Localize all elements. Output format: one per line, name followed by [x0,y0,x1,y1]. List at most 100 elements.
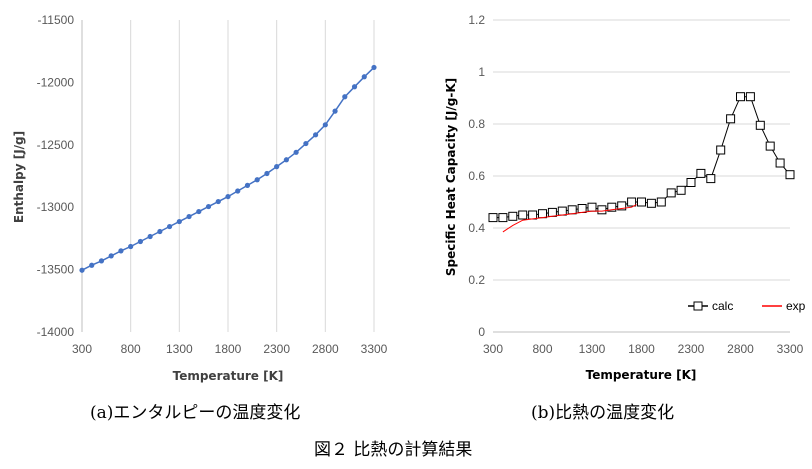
data-point [98,258,105,264]
calc-data-point [676,185,686,195]
data-point [128,243,134,250]
y-tick-label: -14000 [37,325,75,339]
data-point [264,170,270,177]
y-tick-label: 0.4 [468,221,485,235]
y-tick-label: -13500 [37,263,75,277]
calc-data-point [666,188,676,198]
legend: calc exp [688,299,806,313]
data-point [332,108,338,114]
x-tick-label: 1300 [166,342,193,356]
calc-data-point [785,170,795,180]
calc-data-point [538,209,547,219]
data-point [283,157,289,163]
data-point [118,248,124,254]
data-point [351,84,358,90]
enthalpy-y-axis-label: Enthalpy [J/g] [12,131,26,223]
y-tick-label: -12000 [37,75,75,89]
legend-marker-calc [693,301,703,311]
legend-label-calc: calc [712,299,733,313]
data-point [205,203,212,210]
calc-data-point [775,158,785,168]
x-tick-label: 1800 [628,342,655,356]
data-point [361,74,367,80]
figure-canvas: Enthalpy [J/g] Temperature [K] 300 800 130… [12,13,806,383]
data-point [167,223,173,230]
calc-data-point [646,198,656,208]
y-tick-label: -13000 [37,200,75,214]
calc-data-point [686,178,696,187]
y-tick-label: 1.2 [468,13,485,27]
data-point [147,233,153,240]
data-point [186,213,192,220]
figure-caption: 図２ 比熱の計算結果 [314,440,473,460]
calc-data-point [607,202,617,212]
data-point [79,267,85,273]
y-tick-label: 1 [478,65,485,79]
data-point [274,164,280,170]
calc-data-point [706,174,716,184]
calc-data-point [726,114,736,124]
data-point [108,253,114,259]
calc-data-point [498,213,508,223]
calc-data-point [637,197,646,207]
data-point [215,198,221,205]
data-point [244,182,251,188]
calc-data-point [627,197,637,207]
data-point [254,177,260,183]
x-tick-label: 2800 [312,342,339,356]
x-tick-label: 1800 [215,342,242,356]
data-point [303,140,309,147]
data-point [293,149,299,155]
y-tick-label: 0.6 [468,169,485,183]
calc-data-point [765,141,775,151]
data-point [157,228,163,235]
exp-series-line [502,204,637,233]
data-point [196,208,202,215]
legend-label-exp: exp [786,299,806,313]
data-point [342,94,348,100]
calc-data-point [567,205,577,215]
calc-data-point [557,206,567,216]
calc-data-point [518,210,528,220]
x-tick-label: 300 [483,342,503,356]
x-tick-label: 2800 [727,342,754,356]
calc-data-point [696,168,706,178]
x-tick-label: 3300 [361,342,388,356]
calc-data-point [656,197,666,207]
x-tick-label: 800 [121,342,141,356]
x-tick-label: 3300 [777,342,804,356]
specific-heat-y-axis-label: Specific Heat Capacity [J/g-K] [444,78,458,276]
calc-data-point [528,210,538,220]
x-tick-label: 300 [72,342,92,356]
calc-data-point [508,211,518,221]
x-tick-label: 800 [532,342,552,356]
calc-data-point [547,207,557,217]
enthalpy-x-axis-label: Temperature [K] [173,369,284,383]
data-point [322,122,328,128]
data-point [176,218,182,225]
calc-data-point [587,202,597,212]
calc-data-point [597,205,607,215]
calc-data-point [736,92,745,102]
y-tick-label: 0.2 [468,273,485,287]
y-tick-label: -12500 [37,138,75,152]
x-tick-label: 2300 [263,342,290,356]
x-tick-label: 2300 [678,342,705,356]
calc-data-point [716,145,726,155]
data-point [225,193,231,200]
specific-heat-chart: Specific Heat Capacity [J/g-K] Temperatu… [444,13,806,382]
enthalpy-chart: Enthalpy [J/g] Temperature [K] 300 800 130… [12,13,388,383]
calc-data-point [488,213,498,223]
data-point [313,132,319,138]
specific-heat-x-axis-label: Temperature [K] [586,368,697,382]
x-tick-label: 1300 [579,342,606,356]
calc-data-point [577,204,587,213]
y-tick-label: 0 [478,325,485,339]
calc-data-point [745,92,755,102]
caption-b: (b)比熱の温度変化 [531,403,675,423]
data-point [137,238,143,245]
data-point [89,262,95,268]
calc-data-point [755,120,765,130]
y-tick-label: 0.8 [468,117,485,131]
caption-a: (a)エンタルピーの温度変化 [90,403,301,423]
